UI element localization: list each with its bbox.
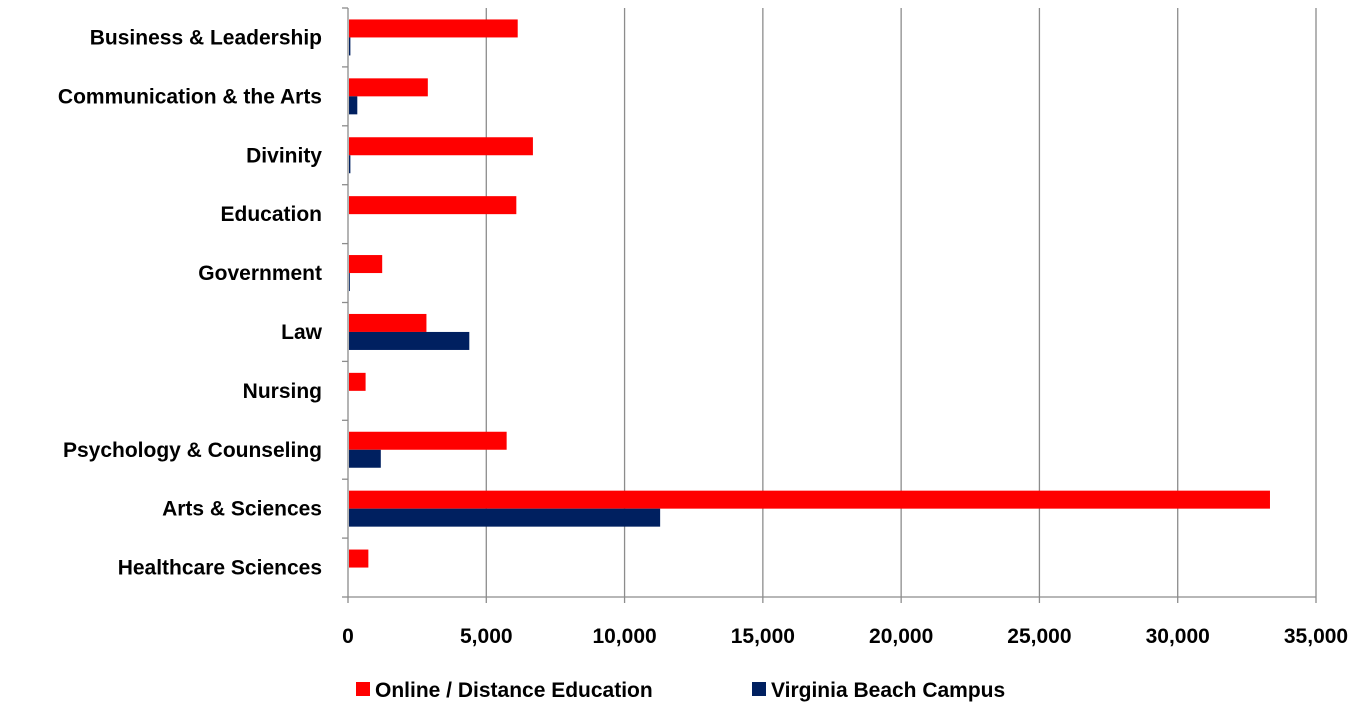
- legend-swatch: [356, 682, 370, 696]
- x-tick-label: 0: [342, 625, 354, 648]
- bar-online: [349, 372, 366, 391]
- bar-campus: [349, 96, 358, 115]
- category-label: Business & Leadership: [90, 26, 322, 49]
- bar-online: [349, 549, 369, 568]
- bar-online: [349, 196, 517, 215]
- bar-campus: [349, 508, 661, 527]
- bars: [349, 19, 1270, 568]
- legend-label: Online / Distance Education: [375, 679, 653, 702]
- bar-campus: [349, 449, 381, 468]
- category-label: Education: [220, 203, 322, 226]
- category-label: Government: [198, 262, 322, 285]
- x-tick-label: 20,000: [869, 625, 933, 648]
- category-label: Healthcare Sciences: [118, 557, 322, 580]
- axes: [342, 7, 1317, 603]
- x-tick-label: 25,000: [1007, 625, 1071, 648]
- category-label: Nursing: [243, 380, 322, 403]
- bar-online: [349, 137, 533, 156]
- x-tick-label: 10,000: [592, 625, 656, 648]
- x-tick-label: 15,000: [731, 625, 795, 648]
- bar-online: [349, 431, 507, 450]
- x-tick-label: 30,000: [1146, 625, 1210, 648]
- legend: Online / Distance Education Virginia Beac…: [356, 679, 1005, 702]
- category-labels: Business & Leadership Communication & the…: [58, 26, 323, 579]
- gridlines: [485, 8, 1317, 597]
- bar-online: [349, 490, 1270, 509]
- category-label: Communication & the Arts: [58, 85, 322, 108]
- category-label: Divinity: [246, 144, 322, 167]
- x-tick-label: 35,000: [1284, 625, 1348, 648]
- category-label: Law: [281, 321, 323, 344]
- bar-campus: [349, 155, 351, 174]
- bar-online: [349, 255, 383, 274]
- bar-online: [349, 313, 427, 332]
- legend-label: Virginia Beach Campus: [771, 679, 1005, 702]
- bar-online: [349, 19, 518, 38]
- bar-online: [349, 78, 428, 97]
- x-tick-label: 5,000: [460, 625, 513, 648]
- bar-campus: [349, 37, 351, 56]
- category-label: Arts & Sciences: [162, 498, 322, 521]
- legend-swatch: [752, 682, 766, 696]
- bar-campus: [349, 273, 350, 292]
- bar-campus: [349, 331, 470, 350]
- x-tick-labels: 0 5,000 10,000 15,000 20,000 25,000 30,000 35,0…: [342, 625, 1348, 648]
- category-label: Psychology & Counseling: [63, 439, 322, 462]
